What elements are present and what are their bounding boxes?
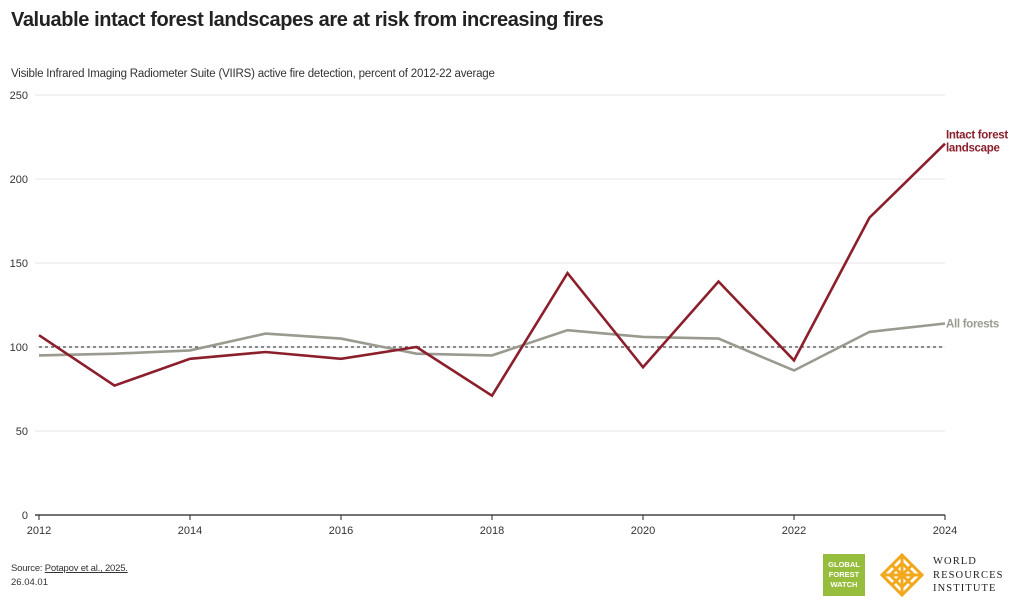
x-tick-label: 2014 xyxy=(178,525,202,537)
series-line-all-forests xyxy=(38,322,946,372)
y-tick-label: 200 xyxy=(10,174,28,186)
chart-title: Valuable intact forest landscapes are at… xyxy=(11,9,604,31)
chart-subtitle: Visible Infrared Imaging Radiometer Suit… xyxy=(11,68,495,80)
x-tick-label: 2020 xyxy=(631,525,655,537)
source-note: Source: Potapov et al., 2025. xyxy=(11,563,128,574)
series-label-intact-forest-landscape: Intact forest xyxy=(946,130,1008,142)
source-label: Source: xyxy=(11,563,43,574)
wri-logo-line: INSTITUTE xyxy=(933,583,997,594)
y-tick-label: 0 xyxy=(22,510,28,522)
x-tick-label: 2024 xyxy=(933,525,957,537)
series-label-intact-forest-landscape: landscape xyxy=(946,143,1000,155)
x-tick-label: 2012 xyxy=(27,525,51,537)
wri-logo-line: RESOURCES xyxy=(933,569,1004,581)
x-tick-label: 2018 xyxy=(480,525,504,537)
source-link[interactable]: Potapov et al., 2025. xyxy=(44,563,128,574)
line-chart: 0 50 100 150 200 250 2012 2014 2016 2018 2020 2022… xyxy=(10,90,1009,537)
x-axis-ticks: 2012 2014 2016 2018 2020 2022 2024 xyxy=(27,515,957,537)
series-lines xyxy=(38,142,946,398)
y-axis-ticks: 0 50 100 150 200 250 xyxy=(10,90,28,522)
y-tick-label: 150 xyxy=(10,258,28,270)
series-label-all-forests: All forests xyxy=(946,318,999,330)
y-tick-label: 50 xyxy=(16,426,28,438)
y-tick-label: 100 xyxy=(10,342,28,354)
gfw-logo-line: GLOBAL xyxy=(828,560,860,569)
gridlines xyxy=(35,94,945,516)
y-tick-label: 250 xyxy=(10,90,28,102)
wri-logo-icon xyxy=(880,553,924,597)
gfw-logo-line: WATCH xyxy=(830,580,858,589)
wri-logo-line: WORLD xyxy=(933,556,977,567)
global-forest-watch-logo[interactable]: GLOBAL FOREST WATCH xyxy=(823,554,865,596)
x-tick-label: 2016 xyxy=(329,525,353,537)
world-resources-institute-logo[interactable]: WORLD RESOURCES INSTITUTE xyxy=(933,555,1004,596)
x-tick-label: 2022 xyxy=(782,525,806,537)
series-line-intact-forest-landscape xyxy=(38,142,946,398)
gfw-logo-line: FOREST xyxy=(828,570,860,579)
chart-code: 26.04.01 xyxy=(11,577,48,588)
